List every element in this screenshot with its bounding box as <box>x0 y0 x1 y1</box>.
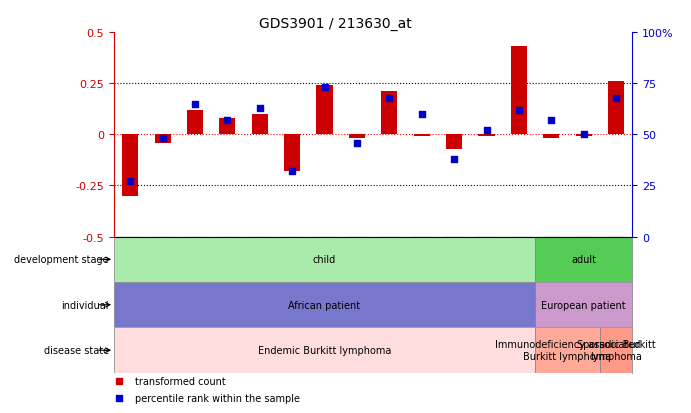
Text: transformed count: transformed count <box>135 376 225 386</box>
Bar <box>478 135 495 137</box>
Bar <box>252 115 268 135</box>
Point <box>124 179 135 185</box>
Point <box>157 136 168 142</box>
Text: adult: adult <box>571 255 596 265</box>
Point <box>481 128 492 134</box>
Bar <box>543 135 560 139</box>
Point <box>287 169 298 175</box>
Text: GDS3901 / 213630_at: GDS3901 / 213630_at <box>259 17 412 31</box>
Point <box>352 140 363 147</box>
Text: African patient: African patient <box>288 300 361 310</box>
Text: Immunodeficiency associated
Burkitt lymphoma: Immunodeficiency associated Burkitt lymp… <box>495 339 640 361</box>
Text: individual: individual <box>61 300 108 310</box>
Bar <box>114 237 535 282</box>
Text: disease state: disease state <box>44 345 108 355</box>
Bar <box>608 82 624 135</box>
Bar <box>600 328 632 373</box>
Point <box>113 395 124 402</box>
Bar <box>381 92 397 135</box>
Text: child: child <box>313 255 337 265</box>
Point <box>513 107 524 114</box>
Text: Sporadic Burkitt
lymphoma: Sporadic Burkitt lymphoma <box>577 339 656 361</box>
Point <box>448 156 460 163</box>
Text: percentile rank within the sample: percentile rank within the sample <box>135 394 300 404</box>
Bar <box>155 135 171 143</box>
Bar <box>511 47 527 135</box>
Point <box>546 117 557 124</box>
Bar <box>284 135 301 172</box>
Bar <box>446 135 462 150</box>
Point <box>578 132 589 138</box>
Bar <box>219 119 236 135</box>
Point <box>189 101 200 108</box>
Text: European patient: European patient <box>541 300 626 310</box>
Bar <box>576 135 591 137</box>
Bar <box>114 282 535 328</box>
Bar <box>349 135 365 139</box>
Bar <box>535 282 632 328</box>
Point <box>319 85 330 91</box>
Point <box>222 117 233 124</box>
Bar <box>535 237 632 282</box>
Text: Endemic Burkitt lymphoma: Endemic Burkitt lymphoma <box>258 345 391 355</box>
Text: development stage: development stage <box>15 255 108 265</box>
Point <box>384 95 395 102</box>
Bar <box>187 111 203 135</box>
Bar <box>122 135 138 196</box>
Bar <box>414 135 430 137</box>
Point <box>113 377 124 384</box>
Bar <box>114 328 535 373</box>
Bar <box>535 328 600 373</box>
Point <box>254 105 265 112</box>
Bar <box>316 86 332 135</box>
Point <box>611 95 622 102</box>
Point <box>416 112 427 118</box>
